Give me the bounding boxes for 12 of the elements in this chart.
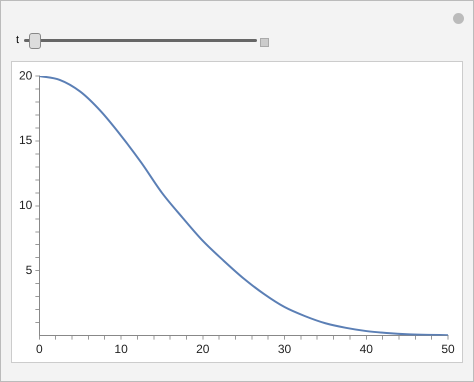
text: t (16, 34, 20, 46)
y-tick-label: 5 (26, 263, 33, 278)
x-tick-label: 40 (360, 342, 374, 356)
x-tick-label: 0 (36, 342, 44, 356)
line-series (39, 76, 448, 336)
y-tick-label: 10 (18, 198, 33, 212)
x-tick-label: 20 (196, 342, 210, 356)
x-tick-label: 30 (278, 342, 292, 356)
y-tick-label: 15 (18, 133, 33, 148)
y-tick-label: 20 (18, 68, 33, 82)
x-tick-label: 10 (114, 342, 128, 356)
x-tick-label: 50 (441, 342, 455, 356)
